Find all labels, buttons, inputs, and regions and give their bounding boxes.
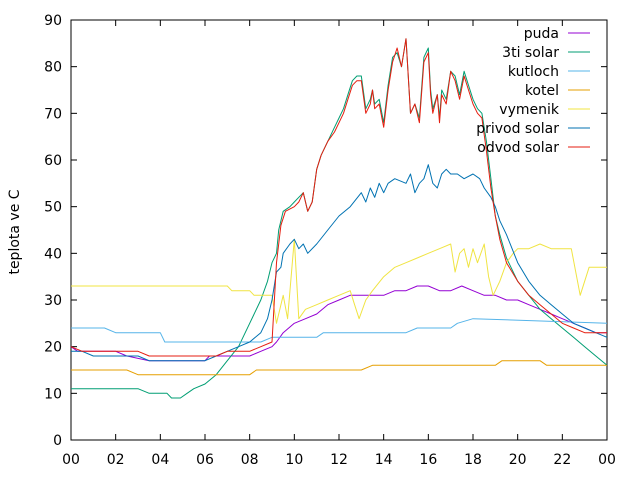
legend-label: vymenik (499, 102, 560, 118)
x-tick-label: 10 (285, 452, 303, 468)
x-tick-label: 12 (330, 452, 348, 468)
legend-label: puda (524, 26, 559, 42)
legend-label: privod solar (476, 121, 559, 137)
y-tick-label: 20 (44, 340, 62, 356)
series-line-kotel (71, 360, 607, 376)
y-tick-label: 80 (44, 60, 62, 76)
x-tick-label: 20 (509, 452, 527, 468)
x-tick-label: 08 (241, 452, 259, 468)
x-tick-label: 06 (196, 452, 214, 468)
y-tick-label: 50 (44, 200, 62, 216)
series-line-puda (70, 285, 607, 362)
series-line-vymenik (71, 238, 607, 324)
x-tick-label: 14 (375, 452, 393, 468)
legend-label: kutloch (508, 64, 559, 80)
legend: puda 3ti solar kutloch kotel vymenik privod s… (476, 26, 590, 156)
x-tick-label: 18 (464, 452, 482, 468)
y-axis-label: teplota ve C (7, 189, 23, 274)
x-axis: 00 02 04 06 08 10 12 14 16 18 20 22 00 (62, 20, 616, 468)
y-tick-label: 70 (44, 106, 62, 122)
x-tick-label: 00 (62, 452, 80, 468)
x-tick-label: 04 (151, 452, 169, 468)
y-tick-label: 0 (53, 433, 62, 449)
legend-label: 3ti solar (502, 45, 559, 61)
x-tick-label: 02 (107, 452, 125, 468)
legend-label: kotel (525, 83, 559, 99)
x-tick-label: 00 (598, 452, 616, 468)
x-tick-label: 16 (419, 452, 437, 468)
x-tick-label: 22 (553, 452, 571, 468)
series-line-odvod-solar (70, 38, 607, 357)
series-line-privod-solar (71, 164, 608, 362)
y-tick-label: 30 (44, 293, 62, 309)
y-tick-label: 40 (44, 246, 62, 262)
legend-label: odvod solar (477, 140, 559, 156)
y-tick-label: 90 (44, 13, 62, 29)
y-tick-label: 60 (44, 153, 62, 169)
series-line-3ti-solar (71, 38, 608, 399)
series-lines (70, 38, 608, 399)
series-line-kutloch (71, 318, 608, 343)
y-axis: 0 10 20 30 40 50 60 70 80 90 (44, 13, 607, 449)
y-tick-label: 10 (44, 386, 62, 402)
